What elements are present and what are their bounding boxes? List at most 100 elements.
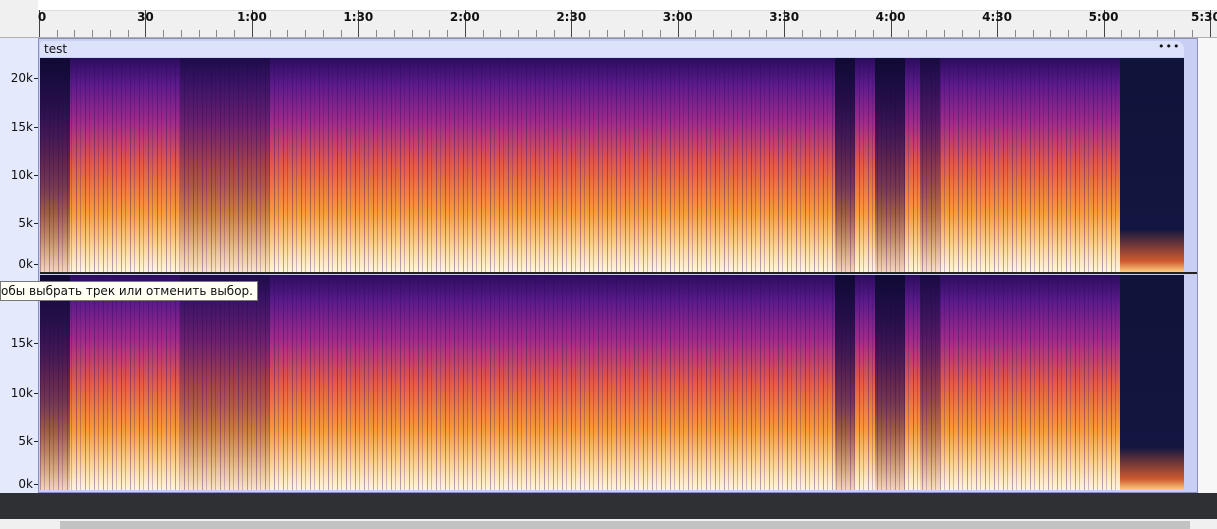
tooltip: обы выбрать трек или отменить выбор. — [0, 281, 258, 301]
frequency-tick — [34, 393, 38, 394]
ruler-minor-tick — [588, 30, 590, 37]
track-menu[interactable]: ••• — [1158, 40, 1181, 53]
vertical-ruler — [0, 38, 39, 493]
dark-band — [875, 58, 905, 272]
ruler-tick — [997, 10, 999, 37]
ruler-minor-tick — [56, 30, 58, 37]
ruler-tick — [890, 10, 892, 37]
ruler-tick — [1103, 10, 1105, 37]
ruler-tick — [464, 10, 466, 37]
ruler-minor-tick — [234, 30, 236, 37]
ruler-minor-tick — [376, 30, 378, 37]
ruler-minor-tick — [1085, 30, 1087, 37]
ruler-tick — [145, 10, 147, 37]
stripes — [40, 58, 1184, 272]
ruler-label: 3:00 — [662, 10, 693, 24]
frequency-label: 20k — [10, 71, 33, 85]
ruler-minor-tick — [1192, 30, 1194, 37]
ruler-minor-tick — [748, 30, 750, 37]
frequency-label: 15k — [10, 120, 33, 134]
ruler-minor-tick — [943, 30, 945, 37]
ruler-minor-tick — [216, 30, 218, 37]
ruler-minor-tick — [801, 30, 803, 37]
ruler-minor-tick — [518, 30, 520, 37]
frequency-tick — [34, 441, 38, 442]
stripes — [40, 275, 1184, 490]
frequency-tick — [34, 343, 38, 344]
ruler-label: 1:30 — [343, 10, 374, 24]
ruler-minor-tick — [1068, 30, 1070, 37]
dark-band — [180, 275, 270, 490]
ruler-minor-tick — [961, 30, 963, 37]
ruler-minor-tick — [926, 30, 928, 37]
dark-band — [875, 275, 905, 490]
frequency-label: 0k — [18, 477, 33, 491]
ruler-minor-tick — [1138, 30, 1140, 37]
ruler-minor-tick — [180, 30, 182, 37]
ruler-tick — [571, 10, 573, 37]
spectrogram[interactable] — [40, 275, 1184, 490]
ruler-minor-tick — [1032, 30, 1034, 37]
channel-separator — [40, 272, 1197, 274]
ruler-label: 0 — [37, 10, 47, 24]
ruler-minor-tick — [730, 30, 732, 37]
ruler-minor-tick — [269, 30, 271, 37]
dark-band — [835, 58, 855, 272]
ruler-minor-tick — [429, 30, 431, 37]
ruler-label: 2:30 — [556, 10, 587, 24]
frequency-tick — [34, 484, 38, 485]
ruler-minor-tick — [411, 30, 413, 37]
ruler-minor-tick — [872, 30, 874, 37]
ruler-minor-tick — [1121, 30, 1123, 37]
ruler-label: 4:30 — [982, 10, 1012, 24]
ruler-minor-tick — [1014, 30, 1016, 37]
frequency-tick — [34, 223, 38, 224]
frequency-label: 5k — [18, 434, 33, 448]
spectrogram-end — [1120, 58, 1184, 272]
ruler-minor-tick — [127, 30, 129, 37]
ruler-label: 4:00 — [875, 10, 906, 24]
ruler-minor-tick — [340, 30, 342, 37]
dark-band — [920, 58, 940, 272]
spectrogram-end — [1120, 275, 1184, 490]
ruler-minor-tick — [695, 30, 697, 37]
ruler-minor-tick — [1174, 30, 1176, 37]
ruler-tick — [358, 10, 360, 37]
ruler-label: 2:00 — [449, 10, 480, 24]
ruler-minor-tick — [287, 30, 289, 37]
frequency-tick — [34, 264, 38, 265]
spectrogram[interactable] — [40, 58, 1184, 272]
dark-band — [40, 275, 70, 490]
ruler-minor-tick — [855, 30, 857, 37]
frequency-label: 10k — [10, 386, 33, 400]
frequency-label: 15k — [10, 336, 33, 350]
ruler-strip — [38, 0, 1217, 11]
ruler-minor-tick — [163, 30, 165, 37]
ruler-minor-tick — [393, 30, 395, 37]
ruler-minor-tick — [713, 30, 715, 37]
ruler-minor-tick — [447, 30, 449, 37]
track-header[interactable] — [40, 41, 1184, 57]
ruler-tick — [39, 10, 40, 37]
ruler-tick — [677, 10, 679, 37]
dark-band — [835, 275, 855, 490]
ruler-label: 5:30 — [1191, 10, 1217, 24]
ruler-minor-tick — [305, 30, 307, 37]
ruler-label: 30 — [137, 10, 154, 24]
frequency-tick — [34, 127, 38, 128]
ruler-tick — [1209, 10, 1211, 37]
track-name[interactable]: test — [44, 42, 68, 56]
ruler-minor-tick — [535, 30, 537, 37]
ruler-minor-tick — [74, 30, 76, 37]
ruler-label: 3:30 — [769, 10, 800, 24]
ruler-label: 5:00 — [1088, 10, 1119, 24]
ruler-minor-tick — [819, 30, 821, 37]
ruler-minor-tick — [92, 30, 94, 37]
ruler-minor-tick — [482, 30, 484, 37]
scroll-thumb[interactable] — [60, 521, 1190, 529]
ruler-minor-tick — [642, 30, 644, 37]
frequency-tick — [34, 78, 38, 79]
ruler-minor-tick — [500, 30, 502, 37]
ruler-tick — [251, 10, 253, 37]
ruler-minor-tick — [606, 30, 608, 37]
